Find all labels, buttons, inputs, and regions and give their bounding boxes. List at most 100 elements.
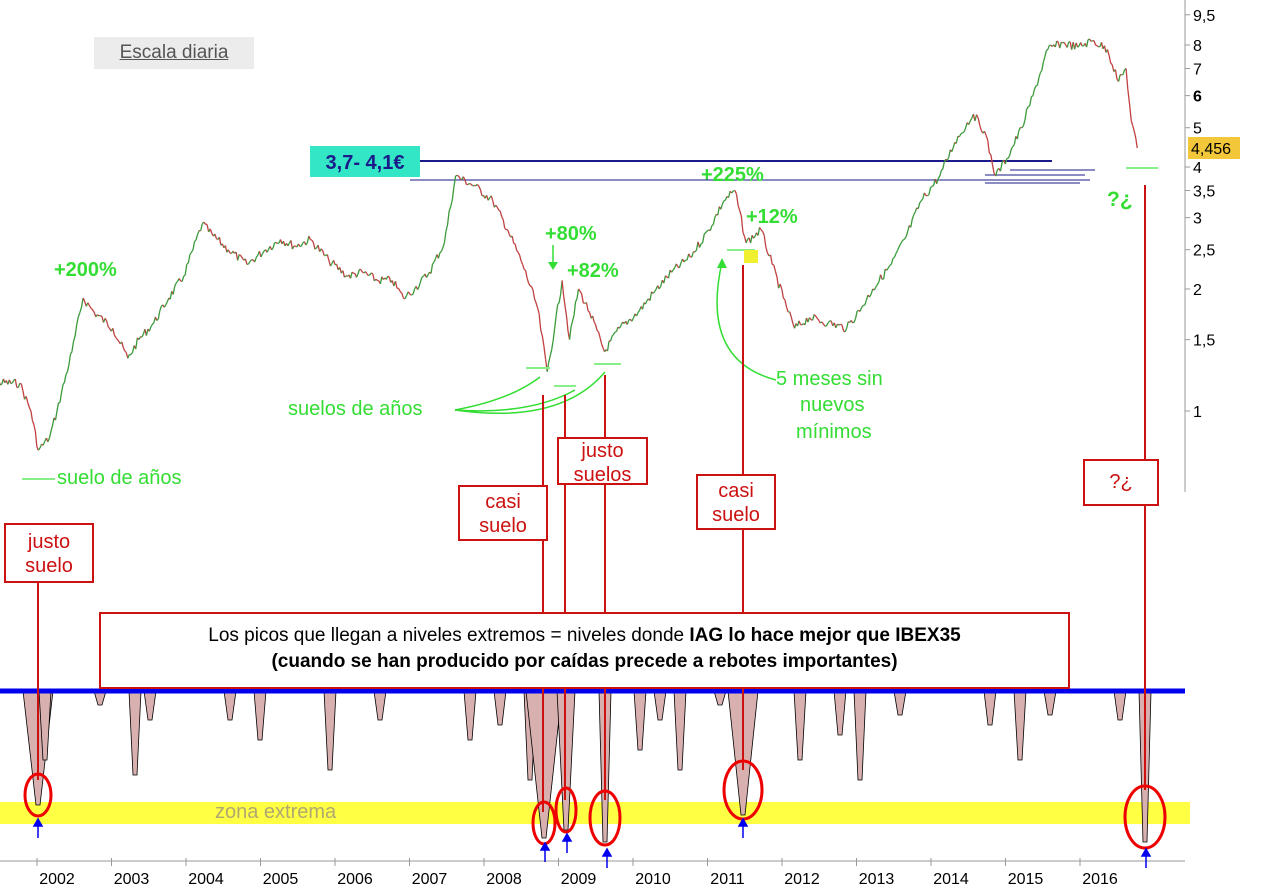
price-segment xyxy=(431,261,435,265)
price-segment xyxy=(757,227,761,236)
price-segment xyxy=(1041,61,1045,71)
price-segment xyxy=(470,183,474,187)
price-segment xyxy=(421,275,424,278)
peak-circle-2008b xyxy=(554,786,578,834)
price-segment xyxy=(145,329,149,336)
price-segment xyxy=(705,230,708,233)
price-segment xyxy=(724,196,728,201)
price-segment xyxy=(890,258,894,265)
price-segment xyxy=(641,302,645,310)
annot-plus12: +12% xyxy=(746,206,798,228)
price-segment xyxy=(306,235,310,243)
price-segment xyxy=(541,335,545,347)
price-segment xyxy=(739,210,742,217)
price-segment xyxy=(388,276,392,283)
price-segment xyxy=(628,318,631,321)
rs-spike xyxy=(493,690,507,726)
price-segment xyxy=(104,318,108,322)
price-segment xyxy=(963,127,967,133)
price-segment xyxy=(781,288,785,299)
price-segment xyxy=(68,354,72,366)
price-segment xyxy=(275,241,278,244)
price-segment xyxy=(1111,64,1115,72)
price-segment xyxy=(249,259,253,262)
price-segment xyxy=(691,251,694,258)
price-segment xyxy=(1024,109,1028,121)
price-segment xyxy=(453,175,457,187)
price-segment xyxy=(942,161,945,170)
price-segment xyxy=(511,236,515,244)
price-segment xyxy=(983,131,987,136)
price-segment xyxy=(65,371,68,375)
price-segment xyxy=(731,190,734,194)
price-segment xyxy=(927,194,930,197)
price-segment xyxy=(1103,45,1107,53)
price-segment xyxy=(664,275,668,278)
price-segment xyxy=(1066,41,1070,48)
price-segment xyxy=(92,309,95,313)
price-segment xyxy=(404,295,408,300)
price-segment xyxy=(644,300,648,305)
price-segment xyxy=(579,290,583,295)
arrow-suelos-2 xyxy=(454,389,576,412)
price-segment xyxy=(790,317,794,324)
price-segment xyxy=(355,273,359,278)
price-segment xyxy=(709,225,713,231)
price-segment xyxy=(1009,148,1012,156)
price-segment xyxy=(200,223,203,231)
price-segment xyxy=(962,131,965,134)
price-segment xyxy=(8,379,12,384)
price-segment xyxy=(910,219,913,228)
price-segment xyxy=(723,199,726,202)
price-segment xyxy=(87,302,91,307)
rs-spike xyxy=(653,690,667,721)
price-segment xyxy=(807,317,811,323)
price-segment xyxy=(1135,137,1138,149)
price-segment xyxy=(399,291,403,294)
price-segment xyxy=(490,195,494,202)
price-segment xyxy=(535,302,539,308)
price-segment xyxy=(902,238,906,241)
y-tick-label: 2 xyxy=(1193,282,1202,299)
price-segment xyxy=(190,249,194,253)
price-segment xyxy=(364,271,368,275)
price-segment xyxy=(116,339,120,342)
price-segment xyxy=(675,263,679,267)
price-segment xyxy=(964,122,968,129)
price-segment xyxy=(59,392,63,403)
price-segment xyxy=(409,293,412,296)
price-segment xyxy=(203,221,206,225)
price-segment xyxy=(31,420,35,425)
price-segment xyxy=(1018,127,1021,132)
price-segment xyxy=(60,384,64,394)
price-segment xyxy=(859,307,863,312)
price-segment xyxy=(34,431,38,447)
price-segment xyxy=(360,269,364,273)
extreme-zone xyxy=(0,802,1190,824)
price-segment xyxy=(776,276,780,289)
price-segment xyxy=(107,326,111,330)
price-segment xyxy=(261,250,265,254)
last-price-bg xyxy=(1188,137,1240,159)
y-tick-label: 8 xyxy=(1193,38,1202,55)
price-segment xyxy=(737,205,741,211)
price-segment xyxy=(975,114,979,119)
peak-circle-2002 xyxy=(23,772,53,818)
price-segment xyxy=(520,260,524,265)
price-segment xyxy=(856,309,859,312)
price-segment xyxy=(439,250,442,254)
price-segment xyxy=(76,316,79,326)
price-segment xyxy=(1029,96,1032,106)
price-segment xyxy=(1089,38,1092,42)
price-segment xyxy=(151,322,155,325)
price-segment xyxy=(54,410,58,421)
y-tick-label: 1,5 xyxy=(1193,333,1215,350)
price-segment xyxy=(678,262,682,269)
price-segment xyxy=(801,323,804,326)
box-justo-suelos: justo suelos xyxy=(557,437,648,486)
price-segment xyxy=(939,170,942,177)
price-segment xyxy=(214,233,218,239)
price-segment xyxy=(1063,42,1067,46)
price-segment xyxy=(90,307,94,311)
price-segment xyxy=(69,351,73,355)
